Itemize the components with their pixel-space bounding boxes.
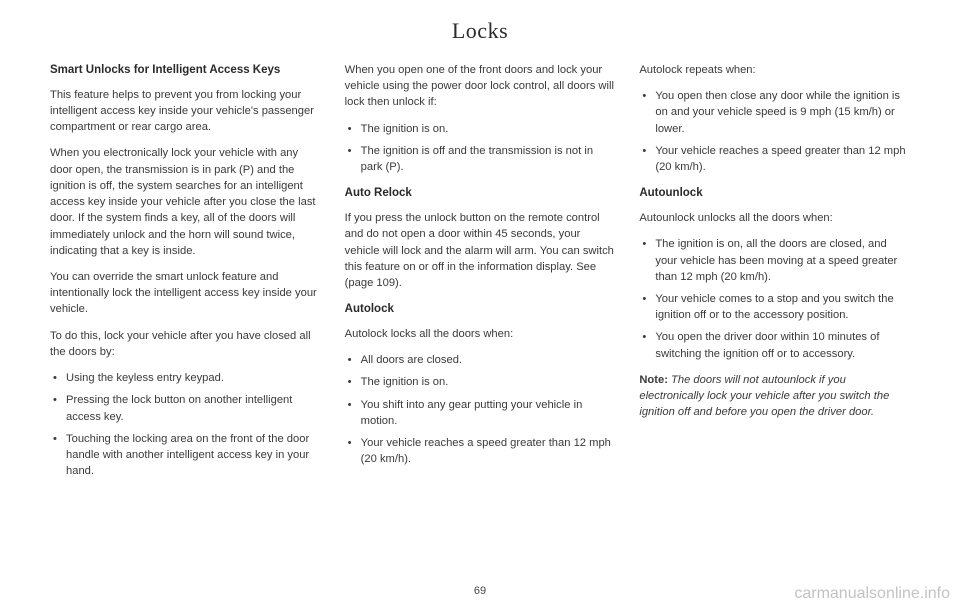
watermark-text: carmanualsonline.info: [794, 585, 950, 603]
list-item: You open the driver door within 10 minut…: [639, 329, 910, 361]
list-item: Using the keyless entry keypad.: [50, 370, 321, 386]
autolock-heading: Autolock: [345, 301, 616, 318]
list-item: Pressing the lock button on another inte…: [50, 392, 321, 424]
body-text: When you open one of the front doors and…: [345, 62, 616, 111]
body-text: Autolock repeats when:: [639, 62, 910, 78]
body-text: Autounlock unlocks all the doors when:: [639, 210, 910, 226]
list-item: The ignition is on.: [345, 374, 616, 390]
column-3: Autolock repeats when: You open then clo…: [639, 62, 910, 490]
bullet-list: Using the keyless entry keypad. Pressing…: [50, 370, 321, 479]
body-text: This feature helps to prevent you from l…: [50, 87, 321, 136]
body-text: When you electronically lock your vehicl…: [50, 145, 321, 259]
body-text: If you press the unlock button on the re…: [345, 210, 616, 291]
note-label: Note:: [639, 374, 668, 386]
list-item: The ignition is off and the transmission…: [345, 143, 616, 175]
list-item: The ignition is on, all the doors are cl…: [639, 236, 910, 285]
bullet-list: The ignition is on, all the doors are cl…: [639, 236, 910, 362]
bullet-list: All doors are closed. The ignition is on…: [345, 352, 616, 467]
bullet-list: You open then close any door while the i…: [639, 88, 910, 175]
note-text: Note: The doors will not autounlock if y…: [639, 372, 910, 421]
list-item: Touching the locking area on the front o…: [50, 431, 321, 480]
column-1: Smart Unlocks for Intelligent Access Key…: [50, 62, 321, 490]
list-item: Your vehicle comes to a stop and you swi…: [639, 291, 910, 323]
note-body: The doors will not autounlock if you ele…: [639, 374, 889, 418]
content-columns: Smart Unlocks for Intelligent Access Key…: [0, 54, 960, 490]
body-text: To do this, lock your vehicle after you …: [50, 328, 321, 360]
page-title: Locks: [0, 0, 960, 54]
list-item: You shift into any gear putting your veh…: [345, 397, 616, 429]
autounlock-heading: Autounlock: [639, 185, 910, 202]
body-text: You can override the smart unlock featur…: [50, 269, 321, 318]
list-item: Your vehicle reaches a speed greater tha…: [639, 143, 910, 175]
list-item: You open then close any door while the i…: [639, 88, 910, 137]
bullet-list: The ignition is on. The ignition is off …: [345, 121, 616, 176]
auto-relock-heading: Auto Relock: [345, 185, 616, 202]
list-item: All doors are closed.: [345, 352, 616, 368]
list-item: The ignition is on.: [345, 121, 616, 137]
smart-unlocks-heading: Smart Unlocks for Intelligent Access Key…: [50, 62, 321, 79]
body-text: Autolock locks all the doors when:: [345, 326, 616, 342]
list-item: Your vehicle reaches a speed greater tha…: [345, 435, 616, 467]
column-2: When you open one of the front doors and…: [345, 62, 616, 490]
